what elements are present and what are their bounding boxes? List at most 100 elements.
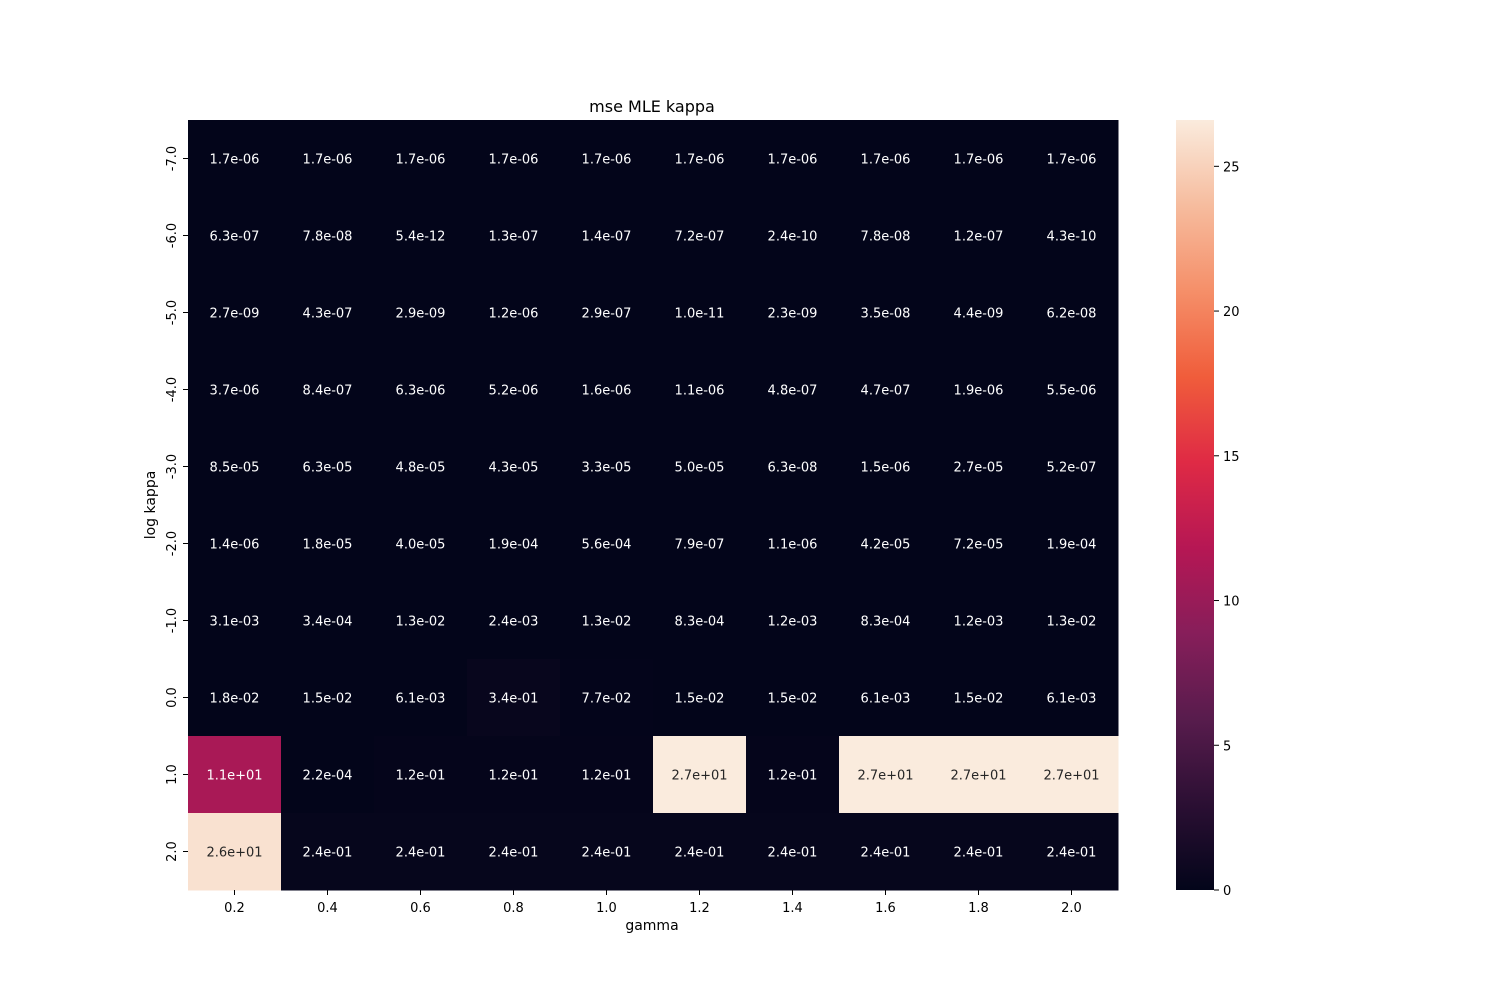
heatmap-cell	[374, 736, 468, 814]
heatmap-cell	[188, 274, 282, 352]
cell-value-label: 7.2e-07	[675, 230, 725, 245]
heatmap-cell	[746, 659, 840, 737]
cell-value-label: 2.7e+01	[857, 769, 913, 784]
y-tick-label: -6.0	[165, 223, 180, 248]
heatmap-cell	[467, 659, 561, 737]
heatmap-cell	[653, 274, 747, 352]
x-axis-label: gamma	[625, 918, 678, 934]
heatmap-cell	[746, 582, 840, 660]
heatmap-cell	[560, 813, 654, 891]
cell-value-label: 1.4e-07	[582, 230, 632, 245]
cell-value-label: 2.9e-07	[582, 307, 632, 322]
colorbar-ticks: 0 5 10 15 20 25	[1214, 160, 1240, 899]
cell-value-label: 4.8e-07	[768, 384, 818, 399]
cell-value-label: 1.3e-02	[396, 615, 446, 630]
heatmap-cell	[188, 197, 282, 275]
y-tick-label: -5.0	[165, 300, 180, 325]
heatmap-cell	[467, 582, 561, 660]
heatmap-cell	[839, 505, 933, 583]
heatmap-cell	[281, 582, 375, 660]
heatmap-cell	[1025, 659, 1119, 737]
heatmap-cell	[188, 428, 282, 506]
cell-value-label: 1.7e-06	[210, 153, 260, 168]
cell-value-label: 1.4e-06	[210, 538, 260, 553]
cell-value-label: 1.2e-03	[954, 615, 1004, 630]
heatmap-cell	[932, 197, 1026, 275]
cell-value-label: 7.8e-08	[861, 230, 911, 245]
heatmap-cell	[188, 736, 282, 814]
heatmap-cell	[281, 428, 375, 506]
cell-value-label: 4.7e-07	[861, 384, 911, 399]
heatmap-cell	[560, 120, 654, 198]
x-tick-label: 2.0	[1061, 901, 1082, 916]
x-tick-label: 1.6	[875, 901, 896, 916]
heatmap-cell	[746, 197, 840, 275]
heatmap-cell	[932, 736, 1026, 814]
x-tick-label: 1.2	[689, 901, 710, 916]
x-tick-label: 1.8	[968, 901, 989, 916]
cell-value-label: 1.3e-02	[582, 615, 632, 630]
colorbar-tick-label: 10	[1223, 595, 1240, 610]
cell-value-label: 6.3e-06	[396, 384, 446, 399]
cell-value-label: 5.6e-04	[582, 538, 632, 553]
cell-value-label: 4.0e-05	[396, 538, 446, 553]
heatmap-cell	[839, 120, 933, 198]
heatmap-cell	[839, 351, 933, 429]
heatmap-cell	[560, 582, 654, 660]
cell-value-label: 2.4e-01	[396, 846, 446, 861]
cell-value-label: 1.2e-03	[768, 615, 818, 630]
cell-value-label: 1.3e-02	[1047, 615, 1097, 630]
cell-value-label: 1.7e-06	[675, 153, 725, 168]
heatmap-cell	[746, 813, 840, 891]
heatmap-cell	[374, 120, 468, 198]
y-tick-label: 1.0	[165, 764, 180, 785]
x-tick-label: 0.6	[410, 901, 431, 916]
heatmap-cell-labels: 1.7e-06 1.7e-06 1.7e-06 1.7e-06 1.7e-06 1.7e-…	[206, 153, 1099, 861]
cell-value-label: 2.4e-01	[489, 846, 539, 861]
colorbar	[1176, 120, 1214, 890]
cell-value-label: 1.7e-06	[396, 153, 446, 168]
heatmap-cell	[839, 197, 933, 275]
cell-value-label: 1.7e-06	[1047, 153, 1097, 168]
y-tick-label: 2.0	[165, 841, 180, 862]
cell-value-label: 1.5e-02	[303, 692, 353, 707]
heatmap-cell	[1025, 351, 1119, 429]
heatmap-cell	[560, 274, 654, 352]
cell-value-label: 1.3e-07	[489, 230, 539, 245]
heatmap-cell	[374, 659, 468, 737]
cell-value-label: 1.2e-06	[489, 307, 539, 322]
heatmap-cell	[839, 659, 933, 737]
cell-value-label: 2.4e-03	[489, 615, 539, 630]
heatmap-cell	[188, 659, 282, 737]
x-axis-ticks: 0.2 0.4 0.6 0.8 1.0 1.2 1.4 1.6 1.8 2.0	[224, 890, 1082, 916]
cell-value-label: 6.3e-05	[303, 461, 353, 476]
cell-value-label: 2.7e+01	[671, 769, 727, 784]
heatmap-cell	[839, 582, 933, 660]
heatmap-cell	[839, 736, 933, 814]
x-tick-label: 0.2	[224, 901, 245, 916]
heatmap-cell	[560, 428, 654, 506]
cell-value-label: 2.4e-01	[582, 846, 632, 861]
heatmap-cell	[467, 274, 561, 352]
heatmap-cell	[653, 428, 747, 506]
cell-value-label: 1.2e-07	[954, 230, 1004, 245]
cell-value-label: 1.9e-06	[954, 384, 1004, 399]
heatmap-cell	[1025, 274, 1119, 352]
cell-value-label: 6.1e-03	[1047, 692, 1097, 707]
chart-title: mse MLE kappa	[589, 97, 715, 116]
heatmap-cell	[188, 582, 282, 660]
cell-value-label: 4.2e-05	[861, 538, 911, 553]
x-tick-label: 0.8	[503, 901, 524, 916]
heatmap-cell	[374, 582, 468, 660]
cell-value-label: 2.7e-09	[210, 307, 260, 322]
cell-value-label: 6.1e-03	[396, 692, 446, 707]
heatmap-cell	[374, 274, 468, 352]
cell-value-label: 5.4e-12	[396, 230, 446, 245]
heatmap-cell	[653, 659, 747, 737]
heatmap-cells	[188, 120, 1119, 891]
heatmap-cell	[374, 428, 468, 506]
heatmap-cell	[1025, 505, 1119, 583]
heatmap-cell	[839, 428, 933, 506]
cell-value-label: 2.7e-05	[954, 461, 1004, 476]
